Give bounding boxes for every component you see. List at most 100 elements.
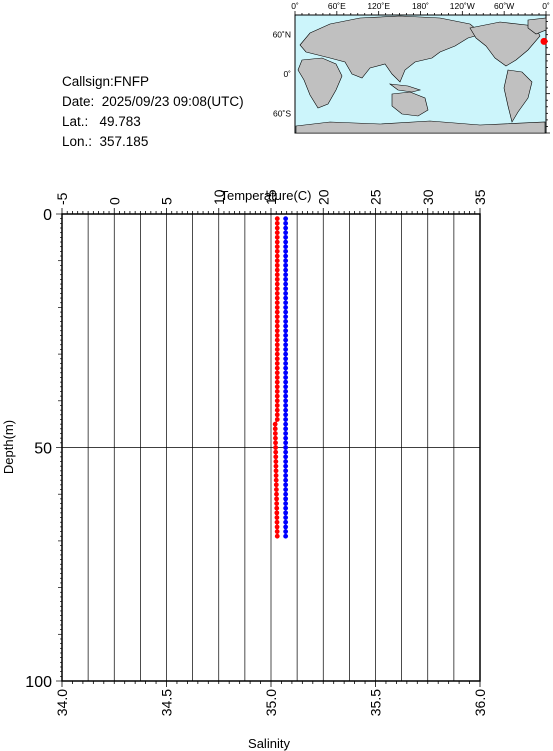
salinity-point	[283, 398, 289, 404]
temperature-tick-label: 30	[420, 189, 436, 205]
chart-grid	[61, 214, 481, 681]
temperature-point	[274, 384, 280, 390]
temperature-point	[274, 515, 280, 520]
station-info: Callsign:FNFP Date: 2025/09/23 09:08(UTC…	[62, 72, 244, 152]
land-greenland	[527, 17, 547, 35]
map-longitude-label: 0˚	[291, 1, 299, 11]
temperature-tick-label: 10	[211, 189, 227, 205]
salinity-point	[283, 421, 289, 427]
salinity-point	[283, 426, 289, 432]
temperature-point	[274, 519, 280, 525]
temperature-point	[274, 533, 280, 539]
map-land	[295, 15, 547, 134]
temperature-point	[274, 239, 280, 245]
salinity-point	[283, 482, 289, 488]
salinity-point	[283, 379, 289, 385]
temperature-point	[274, 379, 280, 385]
temperature-tick-label: 35	[472, 189, 488, 205]
salinity-tick-label: 34.0	[54, 689, 70, 716]
salinity-point	[283, 440, 289, 446]
salinity-point	[283, 487, 289, 492]
temperature-point	[273, 463, 279, 469]
salinity-point	[283, 533, 289, 539]
temperature-point	[274, 333, 280, 338]
map-longitude-label: 120˚E	[367, 1, 390, 11]
temperature-point	[274, 295, 280, 301]
temperature-point	[274, 234, 280, 240]
salinity-point	[283, 276, 289, 282]
callsign-text: Callsign:FNFP	[62, 74, 150, 89]
temperature-point	[274, 496, 279, 502]
depth-tick-label: 0	[43, 207, 52, 224]
plot-frame	[61, 213, 481, 682]
temperature-point	[274, 319, 280, 324]
temperature-point	[274, 314, 280, 320]
temperature-point	[274, 412, 280, 418]
temperature-point	[274, 370, 280, 376]
salinity-point	[283, 384, 289, 390]
land-north-america	[469, 21, 541, 67]
salinity-point	[283, 431, 289, 436]
salinity-point	[283, 281, 289, 287]
temperature-point	[274, 300, 280, 306]
salinity-point	[283, 286, 289, 292]
salinity-tick-label: 35.5	[368, 689, 384, 716]
temperature-point	[274, 407, 280, 413]
salinity-point	[283, 445, 289, 450]
salinity-tick-label: 36.0	[472, 689, 488, 716]
salinity-point	[283, 459, 289, 464]
temperature-point	[273, 473, 279, 478]
temperature-point	[273, 482, 279, 488]
salinity-point	[283, 510, 289, 516]
salinity-point	[283, 449, 289, 455]
latitude-text: Lat.: 49.783	[62, 114, 141, 129]
temperature-point	[273, 435, 278, 441]
map-latitude-label: 60˚S	[273, 108, 291, 118]
temperature-tick-label: 25	[368, 189, 384, 205]
temperature-point	[274, 305, 280, 310]
temperature-point	[274, 361, 280, 366]
salinity-point	[283, 323, 289, 329]
temperature-point	[273, 449, 279, 455]
land-south-america	[503, 69, 533, 123]
salinity-point	[283, 501, 289, 506]
salinity-point	[283, 393, 289, 399]
salinity-point	[283, 407, 289, 413]
salinity-point	[283, 258, 289, 264]
temperature-point	[274, 342, 280, 348]
temperature-point	[274, 276, 280, 282]
salinity-point	[283, 300, 289, 306]
temperature-point	[273, 445, 279, 450]
temperature-point	[274, 365, 280, 371]
temperature-point	[274, 220, 280, 226]
temperature-point	[272, 431, 278, 436]
temperature-point	[274, 398, 280, 404]
salinity-point	[283, 342, 289, 348]
temperature-point	[274, 323, 280, 329]
chart-series	[272, 216, 289, 539]
salinity-point	[283, 319, 289, 324]
temperature-point	[273, 468, 279, 474]
salinity-point	[283, 454, 289, 460]
salinity-point	[283, 389, 289, 394]
temperature-point	[274, 309, 280, 315]
salinity-point	[283, 239, 289, 245]
land-australia	[391, 91, 429, 117]
land-africa	[297, 57, 343, 109]
temperature-point	[274, 389, 280, 394]
temperature-point	[274, 253, 280, 259]
salinity-point	[283, 435, 289, 441]
salinity-tick-label: 34.5	[159, 689, 175, 716]
salinity-point	[283, 529, 289, 534]
salinity-point	[283, 351, 289, 357]
temperature-point	[272, 421, 278, 427]
salinity-point	[283, 272, 289, 278]
temperature-point	[274, 286, 280, 292]
temperature-profile-line	[274, 218, 279, 537]
map-latitude-label: 60˚N	[273, 30, 291, 40]
salinity-point	[283, 262, 289, 268]
temperature-tick-label: 20	[315, 189, 331, 205]
salinity-point	[283, 496, 289, 502]
temperature-point	[274, 375, 280, 380]
temperature-point	[273, 454, 279, 460]
